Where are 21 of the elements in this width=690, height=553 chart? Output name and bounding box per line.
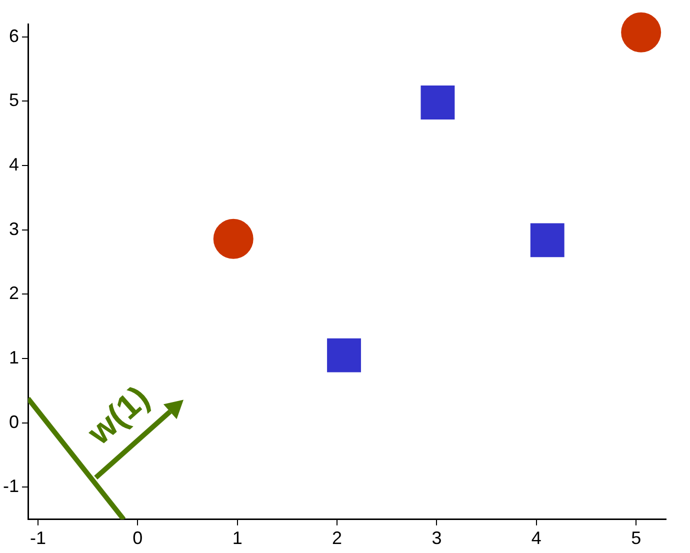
x-tick-label: 0 bbox=[132, 528, 143, 548]
y-tick-label: 3 bbox=[8, 218, 20, 239]
annotation: w(1) bbox=[80, 378, 157, 453]
y-tick-label: -1 bbox=[2, 476, 20, 496]
y-tick-label: 5 bbox=[8, 90, 20, 110]
x-tick-label: -1 bbox=[30, 528, 46, 548]
y-tick-label: 0 bbox=[8, 412, 20, 432]
y-tick-label: 4 bbox=[8, 154, 20, 175]
point bbox=[213, 218, 254, 259]
x-tick-label: 1 bbox=[232, 528, 242, 548]
point bbox=[327, 338, 361, 372]
point bbox=[420, 86, 455, 120]
x-tick-label: 2 bbox=[332, 528, 342, 548]
x-tick-label: 3 bbox=[432, 528, 442, 548]
point bbox=[621, 12, 662, 52]
x-tick-label: 4 bbox=[531, 528, 542, 548]
point bbox=[530, 223, 564, 258]
x-tick-label: 5 bbox=[631, 528, 642, 548]
y-tick-label: 6 bbox=[8, 26, 20, 46]
y-tick-label: 1 bbox=[8, 348, 20, 368]
y-tick-label: 2 bbox=[8, 283, 20, 304]
